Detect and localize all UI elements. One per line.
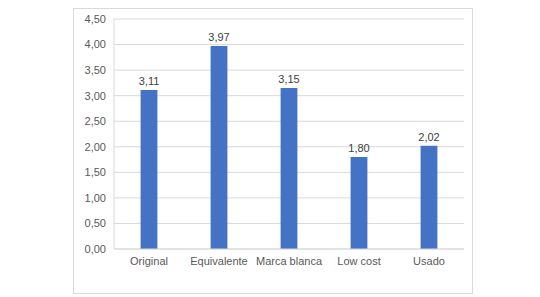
svg-text:4,50: 4,50 [85, 13, 106, 25]
svg-text:3,15: 3,15 [278, 73, 299, 85]
svg-text:3,97: 3,97 [208, 31, 229, 43]
svg-text:3,00: 3,00 [85, 90, 106, 102]
svg-text:Equivalente: Equivalente [190, 255, 248, 267]
svg-text:3,50: 3,50 [85, 64, 106, 76]
svg-text:0,00: 0,00 [85, 243, 106, 255]
svg-text:Marca blanca: Marca blanca [256, 255, 323, 267]
svg-text:1,50: 1,50 [85, 166, 106, 178]
svg-text:Original: Original [130, 255, 168, 267]
svg-text:3,11: 3,11 [139, 75, 160, 87]
svg-text:4,00: 4,00 [85, 38, 106, 50]
svg-text:1,00: 1,00 [85, 192, 106, 204]
svg-text:2,02: 2,02 [418, 131, 439, 143]
svg-text:Low cost: Low cost [337, 255, 380, 267]
svg-text:2,00: 2,00 [85, 141, 106, 153]
svg-text:Usado: Usado [413, 255, 445, 267]
svg-text:1,80: 1,80 [348, 142, 369, 154]
svg-text:0,50: 0,50 [85, 217, 106, 229]
svg-text:2,50: 2,50 [85, 115, 106, 127]
